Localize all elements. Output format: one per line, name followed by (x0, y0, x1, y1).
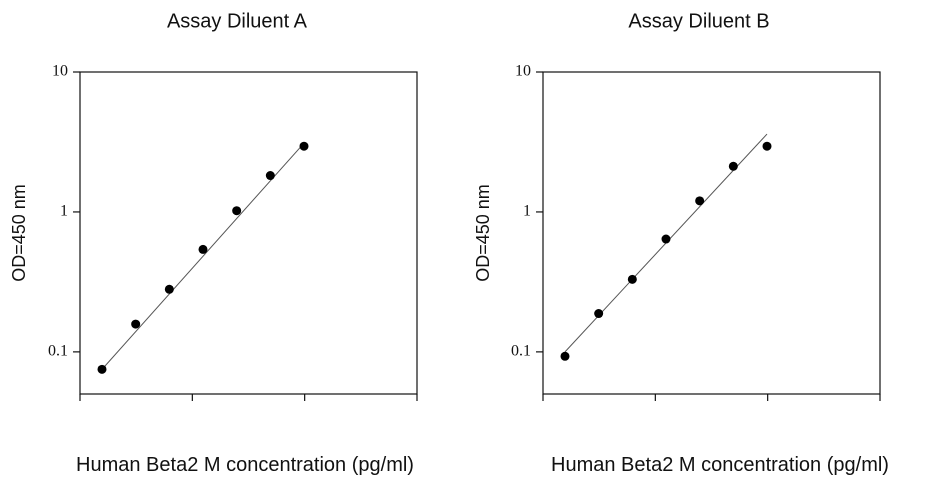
data-point (232, 206, 242, 216)
data-point (560, 351, 570, 361)
data-point (661, 234, 671, 244)
data-point (164, 284, 174, 294)
data-point (198, 244, 208, 254)
data-point (97, 364, 107, 374)
data-point (131, 319, 141, 329)
data-point (627, 274, 637, 284)
y-tick-label: 1 (523, 203, 531, 220)
chart-title: Assay Diluent A (167, 10, 308, 32)
data-point (728, 161, 738, 171)
chart-title: Assay Diluent B (628, 10, 769, 32)
plot-frame (542, 71, 881, 395)
plot-frame (79, 71, 418, 395)
data-point (695, 196, 705, 206)
y-tick-label: 0.1 (48, 343, 68, 360)
data-point (299, 141, 309, 151)
y-axis-label: OD=450 nm (473, 184, 493, 282)
chart-panel-2: Assay Diluent B 0.1 1 10 OD=450 nm Human Beta… (473, 10, 889, 476)
chart-panel-1: Assay Diluent A 0.1 1 10 OD=450 nm Human Beta… (9, 10, 418, 476)
data-point (762, 141, 772, 151)
y-tick-label: 0.1 (511, 343, 531, 360)
fit-line (101, 142, 305, 370)
y-tick-label: 10 (515, 63, 531, 80)
y-tick-label: 10 (52, 63, 68, 80)
x-axis-label: Human Beta2 M concentration (pg/ml) (76, 454, 414, 476)
y-axis-label: OD=450 nm (9, 184, 29, 282)
y-tick-label: 1 (60, 203, 68, 220)
data-point (265, 171, 275, 181)
x-axis-label: Human Beta2 M concentration (pg/ml) (551, 454, 889, 476)
data-point (594, 309, 604, 319)
